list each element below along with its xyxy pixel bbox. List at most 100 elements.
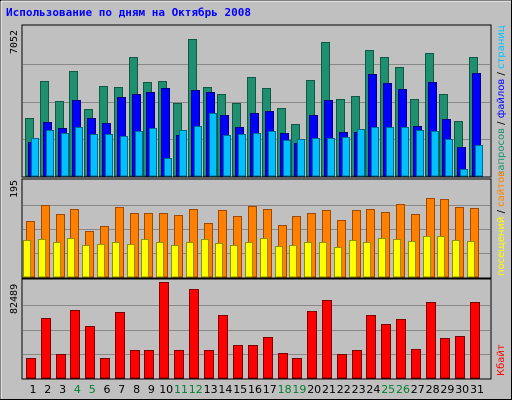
bar-requests_files_pages-2-day-6: [105, 134, 113, 177]
bar-visits_sites-1-day-2: [38, 239, 46, 278]
bars: [23, 39, 483, 379]
x-tick-label-day-23: 23: [352, 383, 366, 396]
bar-requests_files_pages-2-day-11: [179, 130, 187, 177]
bar-kbytes-0-day-28: [426, 302, 436, 379]
bar-requests_files_pages-2-day-15: [238, 134, 246, 177]
bar-visits_sites-1-day-27: [408, 241, 416, 278]
bar-visits_sites-1-day-13: [201, 239, 209, 278]
bar-kbytes-0-day-14: [218, 315, 228, 379]
bar-kbytes-0-day-23: [352, 350, 362, 379]
bar-kbytes-0-day-15: [233, 345, 243, 379]
bar-visits_sites-1-day-3: [53, 242, 61, 278]
bar-requests_files_pages-2-day-2: [46, 130, 54, 177]
bar-requests_files_pages-2-day-7: [120, 136, 128, 177]
x-tick-label-day-3: 3: [59, 383, 66, 396]
bar-visits_sites-1-day-17: [260, 238, 268, 278]
x-tick-label-day-5: 5: [89, 383, 96, 396]
bar-requests_files_pages-2-day-5: [90, 134, 98, 177]
bar-kbytes-0-day-17: [263, 337, 273, 379]
bar-requests_files_pages-2-day-3: [61, 133, 69, 177]
bar-requests_files_pages-2-day-26: [401, 127, 409, 177]
bar-requests_files_pages-2-day-23: [357, 129, 365, 177]
x-tick-label-day-4: 4: [74, 383, 81, 396]
bar-kbytes-0-day-10: [159, 282, 169, 379]
x-tick-label-day-11: 11: [174, 383, 188, 396]
bar-visits_sites-1-day-10: [156, 242, 164, 278]
bar-kbytes-0-day-18: [278, 353, 288, 379]
bar-visits_sites-1-day-12: [186, 242, 194, 278]
leg0-part-2: файлов: [496, 79, 507, 119]
bar-visits_sites-1-day-22: [334, 247, 342, 278]
x-tick-label-day-17: 17: [263, 383, 277, 396]
bar-requests_files_pages-2-day-10: [164, 158, 172, 177]
x-tick-label-day-10: 10: [159, 383, 173, 396]
bar-visits_sites-1-day-19: [289, 245, 297, 278]
bar-requests_files_pages-2-day-25: [386, 127, 394, 177]
bar-kbytes-0-day-29: [440, 338, 450, 379]
bar-visits_sites-1-day-4: [67, 238, 75, 278]
bar-kbytes-0-day-26: [396, 319, 406, 379]
x-tick-label-day-27: 27: [411, 383, 425, 396]
bar-kbytes-0-day-30: [455, 336, 465, 379]
bar-requests_files_pages-2-day-1: [31, 138, 39, 177]
bar-visits_sites-1-day-11: [171, 245, 179, 278]
bar-kbytes-0-day-2: [41, 318, 51, 379]
bar-visits_sites-1-day-6: [97, 244, 105, 278]
x-tick-label-day-8: 8: [133, 383, 140, 396]
x-tick-label-day-1: 1: [30, 383, 37, 396]
bar-kbytes-0-day-1: [26, 358, 36, 379]
bar-visits_sites-1-day-1: [23, 240, 31, 278]
x-axis-day-labels: 1 2 3 4 5 6 7 8 9 10 11 12 13 14 15 16 17 18 19 20 21 22 23 24 2…: [30, 383, 485, 396]
bar-kbytes-0-day-11: [174, 350, 184, 379]
bar-requests_files_pages-2-day-9: [149, 128, 157, 177]
leg1-part-2: сайтов: [496, 171, 507, 207]
legend-kbytes: Кбайт: [496, 344, 507, 376]
bar-kbytes-0-day-13: [204, 350, 214, 379]
bar-visits_sites-1-day-14: [215, 243, 223, 278]
bar-requests_files_pages-2-day-21: [327, 138, 335, 177]
bar-kbytes-0-day-12: [189, 289, 199, 379]
x-tick-label-day-12: 12: [189, 383, 203, 396]
bar-requests_files_pages-2-day-17: [268, 131, 276, 177]
bar-requests_files_pages-2-day-27: [416, 130, 424, 177]
ymax-label-kbytes: 82489: [9, 284, 20, 314]
bar-visits_sites-1-day-9: [141, 239, 149, 278]
bar-visits_sites-1-day-23: [349, 240, 357, 278]
x-tick-label-day-30: 30: [455, 383, 469, 396]
x-tick-label-day-25: 25: [381, 383, 395, 396]
legend-requests-files-pages: запросов / файлов / страниц: [496, 25, 507, 176]
bar-visits_sites-1-day-8: [127, 244, 135, 278]
x-tick-label-day-22: 22: [337, 383, 351, 396]
bar-visits_sites-1-day-24: [363, 242, 371, 278]
bar-visits_sites-1-day-26: [393, 239, 401, 278]
bar-kbytes-0-day-21: [322, 300, 332, 379]
bar-requests_files_pages-2-day-31: [475, 145, 483, 177]
bar-kbytes-0-day-3: [56, 354, 66, 379]
x-tick-label-day-28: 28: [426, 383, 440, 396]
x-tick-label-day-20: 20: [307, 383, 321, 396]
x-tick-label-day-7: 7: [118, 383, 125, 396]
x-tick-label-day-16: 16: [248, 383, 262, 396]
bar-kbytes-0-day-31: [470, 302, 480, 379]
bar-kbytes-0-day-27: [411, 349, 421, 379]
bar-visits_sites-1-day-20: [304, 242, 312, 278]
leg0-part-1: /: [496, 118, 507, 128]
bar-kbytes-0-day-16: [248, 345, 258, 379]
bar-kbytes-0-day-7: [115, 312, 125, 379]
leg2-part-0: Кбайт: [496, 344, 507, 376]
bar-visits_sites-1-day-16: [245, 242, 253, 278]
bar-visits_sites-1-day-28: [423, 236, 431, 278]
x-tick-label-day-15: 15: [233, 383, 247, 396]
bar-requests_files_pages-2-day-8: [135, 131, 143, 177]
bar-visits_sites-1-day-7: [112, 242, 120, 278]
bar-kbytes-0-day-4: [70, 310, 80, 379]
bar-visits_sites-1-day-31: [467, 241, 475, 278]
bar-requests_files_pages-2-day-28: [431, 131, 439, 177]
x-tick-label-day-26: 26: [396, 383, 410, 396]
bar-kbytes-0-day-22: [337, 354, 347, 379]
bar-requests_files_pages-2-day-24: [371, 127, 379, 177]
bar-visits_sites-1-day-25: [378, 238, 386, 278]
bar-visits_sites-1-day-30: [452, 240, 460, 278]
bar-requests_files_pages-2-day-12: [194, 126, 202, 177]
bar-requests_files_pages-2-day-30: [460, 169, 468, 177]
